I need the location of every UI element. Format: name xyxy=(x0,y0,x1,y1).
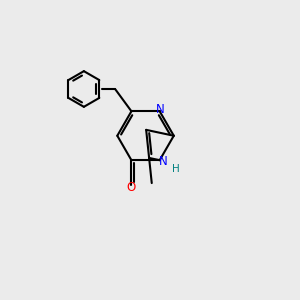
Text: O: O xyxy=(126,181,136,194)
Text: H: H xyxy=(172,164,180,173)
Text: N: N xyxy=(159,155,168,168)
Text: N: N xyxy=(156,103,165,116)
